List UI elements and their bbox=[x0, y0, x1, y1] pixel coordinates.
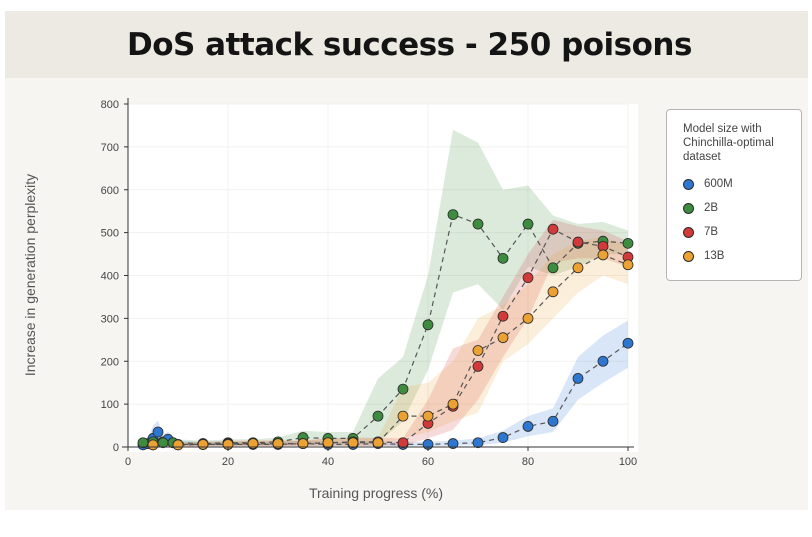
y-axis-label: Increase in generation perplexity bbox=[22, 174, 38, 376]
point-13b-15 bbox=[197, 439, 209, 450]
legend-item-2b: 2B bbox=[683, 196, 791, 220]
series-line-13b bbox=[153, 254, 629, 446]
data-points bbox=[137, 209, 634, 451]
point-13b-60 bbox=[422, 410, 434, 422]
legend-marker-600m bbox=[683, 178, 694, 190]
y-tick-label-100: 100 bbox=[101, 399, 119, 411]
point-600m-65 bbox=[447, 438, 459, 449]
point-2b-50 bbox=[372, 410, 384, 422]
legend-item-7b: 7B bbox=[683, 220, 791, 244]
x-tick-label-20: 20 bbox=[222, 456, 234, 468]
point-13b-90 bbox=[572, 262, 584, 274]
point-2b-55 bbox=[397, 383, 409, 395]
point-13b-35 bbox=[297, 438, 309, 449]
x-tick-label-60: 60 bbox=[422, 456, 434, 468]
legend-marker-2b bbox=[683, 202, 694, 214]
point-600m-6 bbox=[152, 426, 164, 438]
band-2b bbox=[143, 129, 628, 446]
point-7b-85 bbox=[547, 223, 559, 235]
legend-item-600m: 600M bbox=[683, 172, 791, 196]
x-axis-label: Training progress (%) bbox=[309, 485, 443, 501]
series-line-7b bbox=[153, 228, 629, 446]
point-2b-85 bbox=[547, 262, 559, 274]
y-tick-label-400: 400 bbox=[101, 271, 119, 283]
legend-item-13b: 13B bbox=[683, 244, 791, 268]
point-2b-75 bbox=[497, 252, 509, 264]
point-13b-5 bbox=[147, 439, 159, 451]
x-tick-label-100: 100 bbox=[619, 456, 637, 468]
point-600m-75 bbox=[497, 432, 509, 443]
point-2b-60 bbox=[422, 319, 434, 331]
legend-label-13b: 13B bbox=[704, 250, 725, 262]
series-line-2b bbox=[142, 213, 629, 445]
point-13b-30 bbox=[272, 438, 284, 449]
band-13b bbox=[153, 236, 628, 447]
point-7b-80 bbox=[522, 272, 534, 284]
legend-label-2b: 2B bbox=[704, 202, 719, 214]
point-600m-90 bbox=[572, 372, 584, 384]
y-tick-label-700: 700 bbox=[101, 142, 119, 154]
legend: Model size with Chinchilla-optimal datas… bbox=[666, 109, 802, 281]
x-tick-label-40: 40 bbox=[322, 456, 334, 468]
point-7b-70 bbox=[472, 360, 484, 372]
point-600m-100 bbox=[622, 337, 634, 349]
point-2b-80 bbox=[522, 218, 534, 230]
axes: 0 100 200 300 400 500 600 700 800 0 20 40 60 80 100 bbox=[101, 98, 637, 468]
plot-area bbox=[128, 104, 638, 452]
title-banner: DoS attack success - 250 poisons bbox=[5, 11, 808, 78]
point-600m-95 bbox=[597, 355, 609, 367]
point-7b-90 bbox=[572, 236, 584, 248]
point-600m-70 bbox=[472, 437, 484, 449]
point-2b-3 bbox=[137, 437, 149, 449]
point-13b-45 bbox=[347, 437, 359, 449]
x-tick-label-80: 80 bbox=[522, 456, 534, 468]
y-tick-label-300: 300 bbox=[101, 313, 119, 325]
legend-marker-7b bbox=[683, 226, 694, 238]
point-7b-75 bbox=[497, 310, 509, 322]
point-13b-100 bbox=[622, 259, 634, 271]
point-13b-75 bbox=[497, 332, 509, 344]
x-tick-label-0: 0 bbox=[125, 456, 131, 468]
chart-title: DoS attack success - 250 poisons bbox=[127, 27, 692, 63]
point-13b-10 bbox=[172, 439, 184, 451]
point-2b-65 bbox=[447, 209, 459, 221]
point-13b-65 bbox=[447, 398, 459, 410]
point-600m-80 bbox=[522, 421, 534, 432]
point-2b-7 bbox=[157, 437, 169, 449]
y-tick-label-600: 600 bbox=[101, 185, 119, 197]
point-13b-40 bbox=[322, 437, 334, 449]
y-tick-label-800: 800 bbox=[101, 99, 119, 111]
point-2b-100 bbox=[622, 237, 634, 249]
point-13b-85 bbox=[547, 286, 559, 298]
point-600m-85 bbox=[547, 415, 559, 427]
y-tick-label-0: 0 bbox=[113, 442, 119, 454]
legend-label-7b: 7B bbox=[704, 226, 719, 238]
point-13b-70 bbox=[472, 345, 484, 356]
point-13b-95 bbox=[597, 249, 609, 261]
point-7b-55 bbox=[397, 437, 409, 449]
point-13b-25 bbox=[247, 438, 259, 449]
point-13b-50 bbox=[372, 437, 384, 449]
point-13b-55 bbox=[397, 410, 409, 422]
legend-label-600m: 600M bbox=[704, 178, 733, 190]
point-13b-80 bbox=[522, 312, 534, 324]
legend-title: Model size with Chinchilla-optimal datas… bbox=[683, 123, 774, 163]
legend-marker-13b bbox=[683, 250, 694, 262]
y-tick-label-200: 200 bbox=[101, 356, 119, 368]
point-2b-70 bbox=[472, 218, 484, 230]
y-tick-label-500: 500 bbox=[101, 228, 119, 240]
